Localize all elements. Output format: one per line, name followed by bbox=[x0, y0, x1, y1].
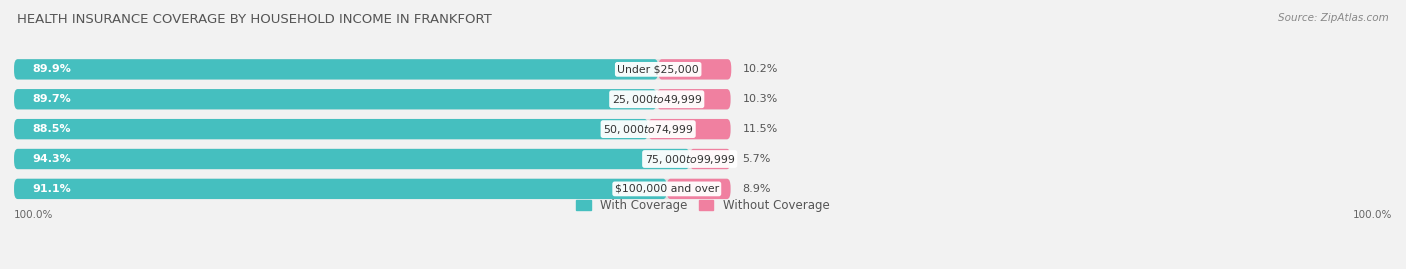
Text: $100,000 and over: $100,000 and over bbox=[614, 184, 718, 194]
Text: $25,000 to $49,999: $25,000 to $49,999 bbox=[612, 93, 702, 106]
FancyBboxPatch shape bbox=[657, 89, 731, 109]
FancyBboxPatch shape bbox=[690, 149, 731, 169]
FancyBboxPatch shape bbox=[14, 149, 731, 169]
Text: 100.0%: 100.0% bbox=[14, 210, 53, 220]
FancyBboxPatch shape bbox=[14, 119, 731, 139]
Text: 88.5%: 88.5% bbox=[32, 124, 70, 134]
Text: 8.9%: 8.9% bbox=[742, 184, 770, 194]
FancyBboxPatch shape bbox=[658, 59, 731, 80]
Text: 89.9%: 89.9% bbox=[32, 64, 70, 74]
FancyBboxPatch shape bbox=[14, 59, 658, 80]
FancyBboxPatch shape bbox=[14, 119, 648, 139]
Text: Source: ZipAtlas.com: Source: ZipAtlas.com bbox=[1278, 13, 1389, 23]
Text: 100.0%: 100.0% bbox=[1353, 210, 1392, 220]
Text: 10.3%: 10.3% bbox=[742, 94, 778, 104]
FancyBboxPatch shape bbox=[648, 119, 731, 139]
FancyBboxPatch shape bbox=[14, 179, 731, 199]
Legend: With Coverage, Without Coverage: With Coverage, Without Coverage bbox=[572, 194, 834, 217]
Text: $75,000 to $99,999: $75,000 to $99,999 bbox=[644, 153, 735, 165]
Text: 5.7%: 5.7% bbox=[742, 154, 770, 164]
Text: $50,000 to $74,999: $50,000 to $74,999 bbox=[603, 123, 693, 136]
Text: HEALTH INSURANCE COVERAGE BY HOUSEHOLD INCOME IN FRANKFORT: HEALTH INSURANCE COVERAGE BY HOUSEHOLD I… bbox=[17, 13, 492, 26]
FancyBboxPatch shape bbox=[14, 149, 690, 169]
FancyBboxPatch shape bbox=[14, 89, 657, 109]
FancyBboxPatch shape bbox=[14, 179, 666, 199]
Text: 11.5%: 11.5% bbox=[742, 124, 778, 134]
Text: 91.1%: 91.1% bbox=[32, 184, 70, 194]
FancyBboxPatch shape bbox=[666, 179, 731, 199]
Text: 89.7%: 89.7% bbox=[32, 94, 70, 104]
Text: Under $25,000: Under $25,000 bbox=[617, 64, 699, 74]
Text: 94.3%: 94.3% bbox=[32, 154, 70, 164]
FancyBboxPatch shape bbox=[14, 59, 731, 80]
FancyBboxPatch shape bbox=[14, 89, 731, 109]
Text: 10.2%: 10.2% bbox=[744, 64, 779, 74]
